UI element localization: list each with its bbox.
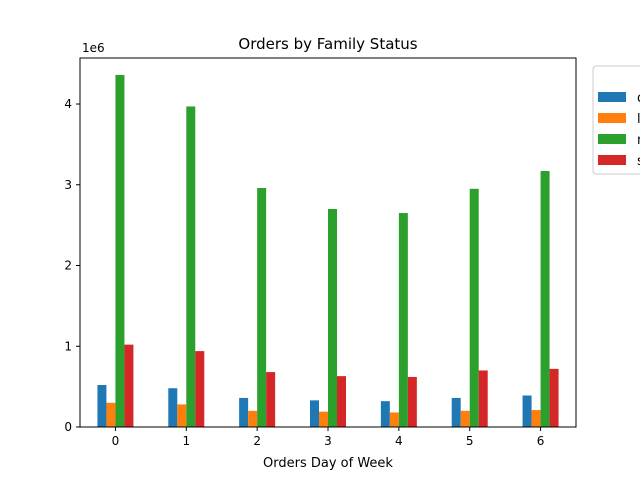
- x-tick-label-5: 5: [466, 434, 474, 448]
- bar-l-4: [389, 412, 399, 427]
- bar-s-5: [478, 370, 488, 427]
- bar-m-3: [328, 208, 337, 427]
- y-multiplier-label: 1e6: [82, 41, 105, 55]
- legend-swatch-m: [598, 134, 626, 144]
- bar-d-3: [310, 400, 319, 427]
- x-tick-label-1: 1: [182, 434, 190, 448]
- legend-swatch-d: [598, 92, 626, 102]
- bar-m-6: [540, 171, 550, 427]
- legend: dlms: [592, 65, 640, 175]
- legend-label-d: d: [637, 91, 640, 106]
- x-axis-label: Orders Day of Week: [263, 456, 393, 471]
- y-tick-label-0: 0: [64, 420, 72, 434]
- bar-s-4: [407, 376, 417, 427]
- bar-m-1: [186, 106, 196, 428]
- bar-l-3: [319, 411, 328, 427]
- bar-l-1: [177, 404, 187, 427]
- bar-s-6: [549, 368, 559, 427]
- bar-l-5: [460, 410, 470, 427]
- bar-m-5: [469, 188, 479, 427]
- y-tick-label-1: 1: [64, 339, 72, 353]
- bar-m-0: [115, 74, 125, 427]
- chart-title: Orders by Family Status: [238, 35, 417, 53]
- x-tick-label-0: 0: [112, 434, 120, 448]
- bar-d-1: [168, 388, 178, 427]
- bar-l-0: [106, 402, 116, 427]
- bar-d-4: [380, 401, 390, 427]
- bar-m-4: [398, 213, 408, 427]
- x-tick-label-4: 4: [395, 434, 403, 448]
- x-tick-label-6: 6: [537, 434, 545, 448]
- y-tick-label-3: 3: [64, 178, 72, 192]
- legend-label-l: l: [637, 112, 640, 127]
- bar-l-2: [248, 410, 258, 427]
- legend-swatch-l: [598, 113, 626, 123]
- bar-s-0: [124, 344, 134, 427]
- bar-d-2: [239, 397, 249, 427]
- legend-label-s: s: [637, 154, 640, 169]
- x-tick-label-3: 3: [324, 434, 332, 448]
- y-tick-label-4: 4: [64, 97, 72, 111]
- bar-l-6: [531, 410, 541, 427]
- bar-d-6: [522, 395, 532, 427]
- y-tick-label-2: 2: [64, 259, 72, 273]
- legend-swatch-s: [598, 155, 626, 165]
- bar-d-0: [97, 385, 107, 427]
- bar-s-3: [337, 376, 346, 427]
- x-tick-label-2: 2: [253, 434, 261, 448]
- bar-d-5: [451, 397, 461, 427]
- plot-area: 0 1 2 3 4 5 6 0 1 2 3 4: [64, 57, 577, 448]
- bar-m-2: [257, 187, 267, 427]
- bar-s-1: [195, 351, 205, 427]
- legend-label-m: m: [637, 133, 640, 148]
- bar-s-2: [266, 372, 276, 427]
